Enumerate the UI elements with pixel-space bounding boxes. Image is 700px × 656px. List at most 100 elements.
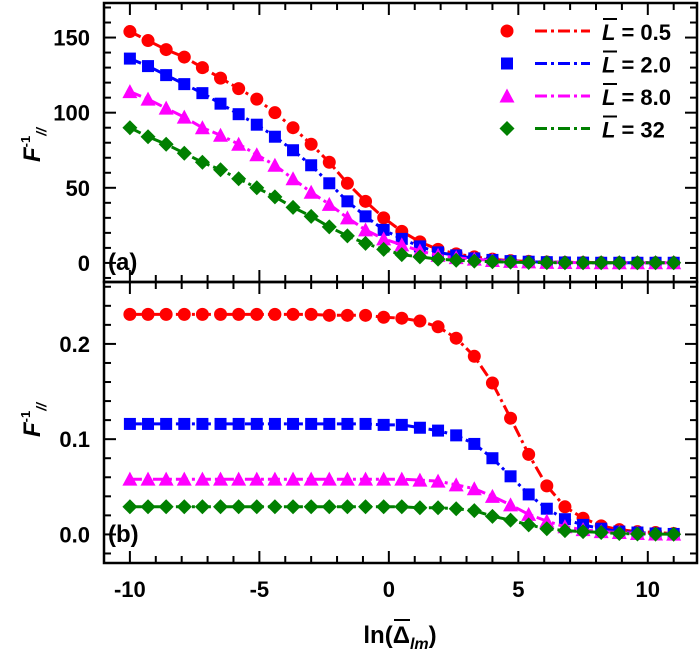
data-point-a-0-8 xyxy=(268,106,282,120)
data-point-a-0-0 xyxy=(123,25,137,39)
data-point-a-2-4 xyxy=(194,120,210,135)
data-point-b-2-15 xyxy=(394,471,410,486)
data-point-a-3-9 xyxy=(285,199,301,215)
data-point-b-3-15 xyxy=(394,499,410,515)
data-point-b-0-22 xyxy=(522,447,536,461)
data-point-b-3-10 xyxy=(303,499,319,515)
y-axis-title-b: F-1// xyxy=(18,401,49,437)
data-point-b-0-3 xyxy=(177,307,191,321)
data-point-b-2-3 xyxy=(176,471,192,486)
data-point-b-0-0 xyxy=(123,307,137,321)
data-point-b-1-10 xyxy=(305,417,318,430)
data-point-b-2-8 xyxy=(267,471,283,486)
data-point-b-1-24 xyxy=(558,513,571,526)
data-point-b-0-14 xyxy=(377,310,391,324)
data-point-a-3-8 xyxy=(267,189,283,205)
data-point-a-3-24 xyxy=(557,255,573,271)
data-point-a-3-2 xyxy=(158,136,174,152)
data-point-b-2-10 xyxy=(303,471,319,486)
legend-marker xyxy=(500,24,514,38)
legend-value: = 8.0 xyxy=(621,85,671,110)
data-point-b-1-7 xyxy=(250,417,263,430)
data-point-b-3-28 xyxy=(629,526,645,542)
data-point-b-0-5 xyxy=(214,307,228,321)
data-point-b-0-16 xyxy=(413,314,427,328)
data-point-b-3-11 xyxy=(321,499,337,515)
data-point-b-1-1 xyxy=(142,417,155,430)
data-point-b-2-6 xyxy=(231,471,247,486)
data-point-b-3-3 xyxy=(176,499,192,515)
y-tick-label: 150 xyxy=(53,26,90,51)
data-point-a-0-12 xyxy=(340,176,354,190)
data-point-b-3-22 xyxy=(521,517,537,533)
data-point-b-0-11 xyxy=(322,308,336,322)
data-point-b-3-30 xyxy=(666,526,682,542)
legend-label: L = 32 xyxy=(602,118,665,143)
data-point-b-2-12 xyxy=(339,471,355,486)
legend-symbol: L xyxy=(602,53,615,78)
data-point-b-3-27 xyxy=(611,525,627,541)
data-point-a-3-15 xyxy=(394,247,410,263)
data-point-b-3-14 xyxy=(376,499,392,515)
data-point-b-0-1 xyxy=(141,307,155,321)
data-point-b-0-13 xyxy=(359,308,373,322)
data-point-b-1-12 xyxy=(341,417,354,430)
data-point-a-2-5 xyxy=(213,127,229,142)
data-point-b-1-19 xyxy=(468,437,481,450)
data-point-b-1-14 xyxy=(377,418,390,431)
data-point-a-1-14 xyxy=(377,223,390,236)
data-point-a-3-19 xyxy=(466,253,482,269)
data-point-b-2-16 xyxy=(412,472,428,487)
data-point-b-1-11 xyxy=(323,417,336,430)
legend-symbol: L xyxy=(602,85,615,110)
y-axis-title-a: F-1// xyxy=(18,126,49,162)
data-point-a-3-28 xyxy=(629,255,645,271)
data-point-a-2-13 xyxy=(358,222,374,237)
y-tick-label: 0.0 xyxy=(59,522,90,547)
data-point-b-1-18 xyxy=(450,429,463,442)
data-point-b-3-12 xyxy=(339,499,355,515)
data-point-a-3-18 xyxy=(448,252,464,268)
data-point-a-0-10 xyxy=(304,137,318,151)
data-point-b-3-29 xyxy=(648,526,664,542)
data-point-b-2-0 xyxy=(122,471,138,486)
data-point-a-2-2 xyxy=(158,100,174,115)
data-point-b-1-20 xyxy=(486,452,499,465)
data-point-a-1-12 xyxy=(341,195,354,208)
data-point-b-2-20 xyxy=(484,488,500,503)
data-point-b-0-6 xyxy=(232,307,246,321)
data-point-b-1-23 xyxy=(540,502,553,515)
data-point-b-1-9 xyxy=(287,417,300,430)
y-tick-label: 100 xyxy=(53,101,90,126)
data-point-b-0-4 xyxy=(195,307,209,321)
data-point-b-1-6 xyxy=(232,417,245,430)
legend-value: = 32 xyxy=(621,118,664,143)
data-point-b-3-26 xyxy=(593,525,609,541)
data-point-b-0-8 xyxy=(268,307,282,321)
data-point-b-2-5 xyxy=(213,471,229,486)
data-point-a-2-15 xyxy=(394,237,410,252)
data-point-b-1-22 xyxy=(522,488,535,501)
data-point-a-1-10 xyxy=(305,159,318,172)
legend-marker xyxy=(499,88,515,103)
data-point-a-0-1 xyxy=(141,34,155,48)
panel-label-a: (a) xyxy=(108,249,137,276)
data-point-b-0-19 xyxy=(467,349,481,363)
x-tick-label: -10 xyxy=(114,577,146,602)
data-point-b-3-6 xyxy=(231,499,247,515)
legend-symbol: L xyxy=(602,118,615,143)
data-point-b-3-20 xyxy=(484,508,500,524)
data-point-b-1-16 xyxy=(413,421,426,434)
data-point-a-0-5 xyxy=(214,71,228,85)
x-tick-label: 0 xyxy=(383,577,395,602)
data-point-a-3-11 xyxy=(321,219,337,235)
data-point-b-3-18 xyxy=(448,501,464,517)
data-point-b-1-13 xyxy=(359,417,372,430)
data-point-a-2-9 xyxy=(285,171,301,186)
data-point-a-0-7 xyxy=(250,92,264,106)
data-point-a-3-0 xyxy=(122,120,138,136)
data-point-a-1-9 xyxy=(287,144,300,157)
data-point-a-2-0 xyxy=(122,84,138,99)
data-point-b-3-7 xyxy=(249,499,265,515)
